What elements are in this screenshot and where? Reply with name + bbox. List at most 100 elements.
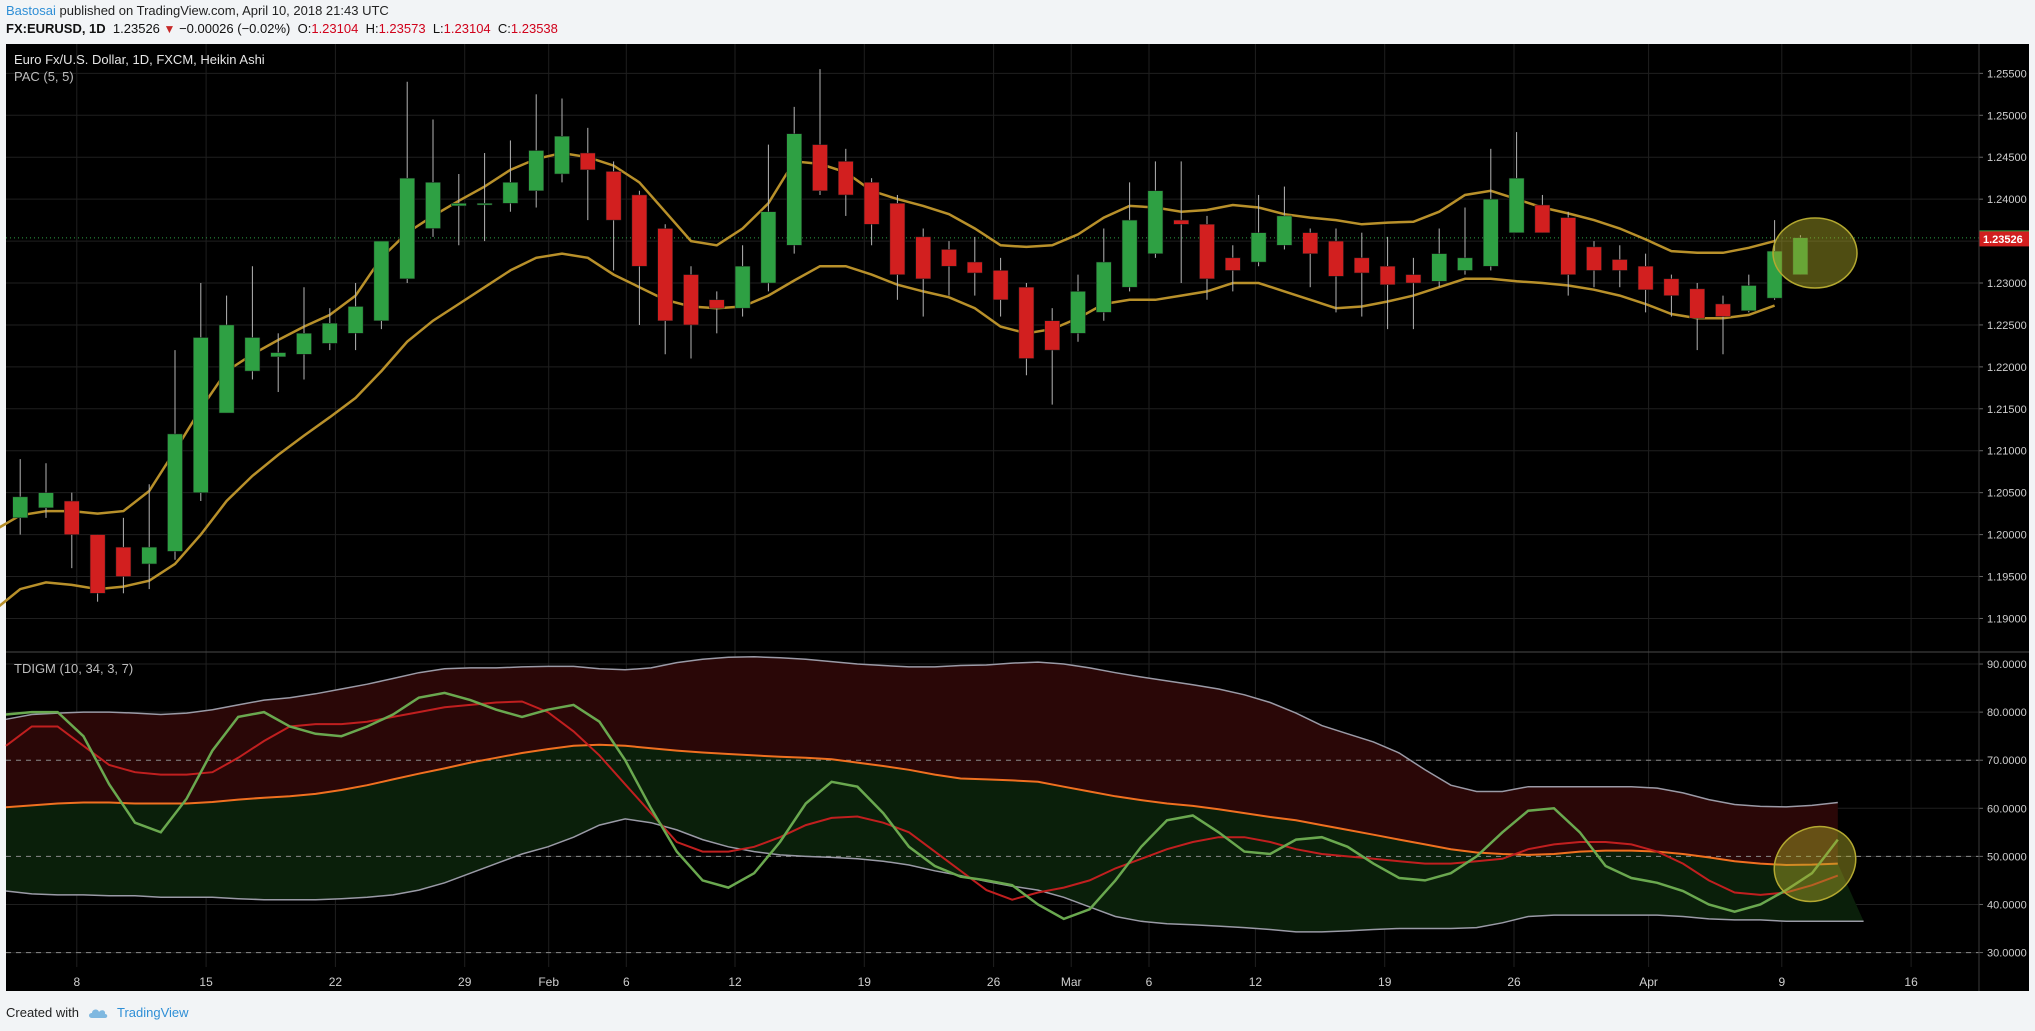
candle[interactable] [425, 119, 441, 237]
candle[interactable] [64, 492, 80, 569]
candle[interactable] [502, 140, 519, 212]
candle[interactable] [683, 266, 699, 359]
candle[interactable] [1766, 220, 1783, 300]
candle[interactable] [1044, 308, 1060, 405]
candle[interactable] [709, 291, 725, 334]
candle[interactable] [1612, 245, 1628, 288]
candle[interactable] [1225, 245, 1241, 292]
tradingview-cloud-icon [88, 1008, 108, 1018]
candle[interactable] [296, 287, 312, 380]
price-pane[interactable] [0, 69, 1979, 610]
candle-body [838, 161, 854, 196]
candle[interactable] [38, 463, 54, 518]
candle[interactable] [1637, 253, 1654, 313]
candle[interactable] [734, 245, 751, 317]
tradingview-link[interactable]: TradingView [116, 1005, 189, 1020]
candle[interactable] [863, 178, 880, 246]
candle[interactable] [1199, 215, 1215, 300]
candle[interactable] [580, 127, 596, 221]
x-tick-label: 12 [1249, 975, 1263, 989]
candle[interactable] [941, 241, 957, 296]
oscillator-pane[interactable] [5, 656, 1979, 954]
oscillator-tick-label: 80.0000 [1987, 707, 2027, 719]
candle[interactable] [1508, 132, 1525, 233]
candle[interactable] [193, 283, 209, 502]
candle[interactable] [889, 194, 906, 300]
candle[interactable] [244, 266, 261, 380]
candle[interactable] [1147, 161, 1164, 258]
candle[interactable] [1405, 257, 1422, 330]
candle[interactable] [1741, 274, 1757, 313]
candle[interactable] [1689, 283, 1705, 351]
candle[interactable] [915, 228, 931, 317]
candle[interactable] [605, 161, 622, 271]
x-tick-label: Mar [1061, 975, 1082, 989]
candle[interactable] [1173, 161, 1189, 284]
candle[interactable] [12, 459, 28, 535]
candle-body [1689, 288, 1705, 319]
candle[interactable] [992, 257, 1009, 317]
author-link[interactable]: Bastosai [6, 3, 56, 18]
upper-band-fill [6, 656, 1838, 865]
candle-body [967, 261, 983, 274]
price-tick-label: 1.21500 [1987, 404, 2027, 416]
candle[interactable] [1534, 194, 1551, 233]
candle[interactable] [451, 173, 467, 246]
candle-body [373, 240, 390, 321]
candle[interactable] [167, 350, 183, 560]
candle[interactable] [89, 534, 106, 602]
candle[interactable] [476, 153, 493, 242]
candle-body [1070, 291, 1086, 334]
candle[interactable] [1121, 182, 1138, 292]
candle[interactable] [1302, 228, 1318, 288]
candle-body [889, 203, 906, 275]
candle[interactable] [115, 517, 132, 594]
candle[interactable] [270, 333, 286, 393]
candle[interactable] [347, 283, 364, 351]
low-label: L: [432, 21, 444, 36]
candle[interactable] [1276, 186, 1293, 250]
candle[interactable] [838, 148, 854, 216]
candle[interactable] [1715, 295, 1731, 355]
candle[interactable] [657, 224, 673, 355]
candle[interactable] [1431, 228, 1447, 288]
candle-body [167, 433, 183, 552]
candle[interactable] [141, 484, 157, 590]
candle[interactable] [528, 94, 544, 208]
candle-body [1147, 190, 1164, 254]
candle[interactable] [812, 69, 828, 195]
candle[interactable] [1070, 274, 1086, 342]
candle[interactable] [967, 236, 983, 296]
candle[interactable] [218, 295, 235, 414]
candle[interactable] [1586, 241, 1602, 288]
oscillator-tick-label: 70.0000 [1987, 755, 2027, 767]
candle[interactable] [1663, 274, 1680, 317]
candle[interactable] [1483, 148, 1499, 271]
candle[interactable] [631, 190, 648, 325]
candle[interactable] [1457, 207, 1473, 275]
candle[interactable] [1792, 235, 1809, 275]
candle[interactable] [1018, 283, 1035, 376]
candle[interactable] [554, 98, 570, 183]
candle[interactable] [1379, 236, 1396, 330]
candle[interactable] [1328, 228, 1344, 313]
candle[interactable] [1354, 232, 1370, 317]
candle[interactable] [373, 240, 390, 330]
candle[interactable] [786, 106, 802, 254]
price-tick-label: 1.22500 [1987, 320, 2027, 332]
tdigm-indicator-label: TDIGM (10, 34, 3, 7) [14, 661, 133, 676]
high-label: H: [365, 21, 379, 36]
candle[interactable] [399, 81, 415, 284]
x-tick-label: Apr [1639, 975, 1658, 989]
oscillator-tick-label: 40.0000 [1987, 899, 2027, 911]
candle-body [1457, 257, 1473, 271]
candle[interactable] [1250, 194, 1267, 267]
oscillator-tick-label: 30.0000 [1987, 948, 2027, 960]
x-tick-label: 15 [199, 975, 213, 989]
candle[interactable] [322, 308, 338, 351]
candle[interactable] [1096, 228, 1112, 321]
candle-body [1173, 219, 1189, 225]
candle[interactable] [760, 144, 777, 292]
candle[interactable] [1560, 211, 1576, 296]
